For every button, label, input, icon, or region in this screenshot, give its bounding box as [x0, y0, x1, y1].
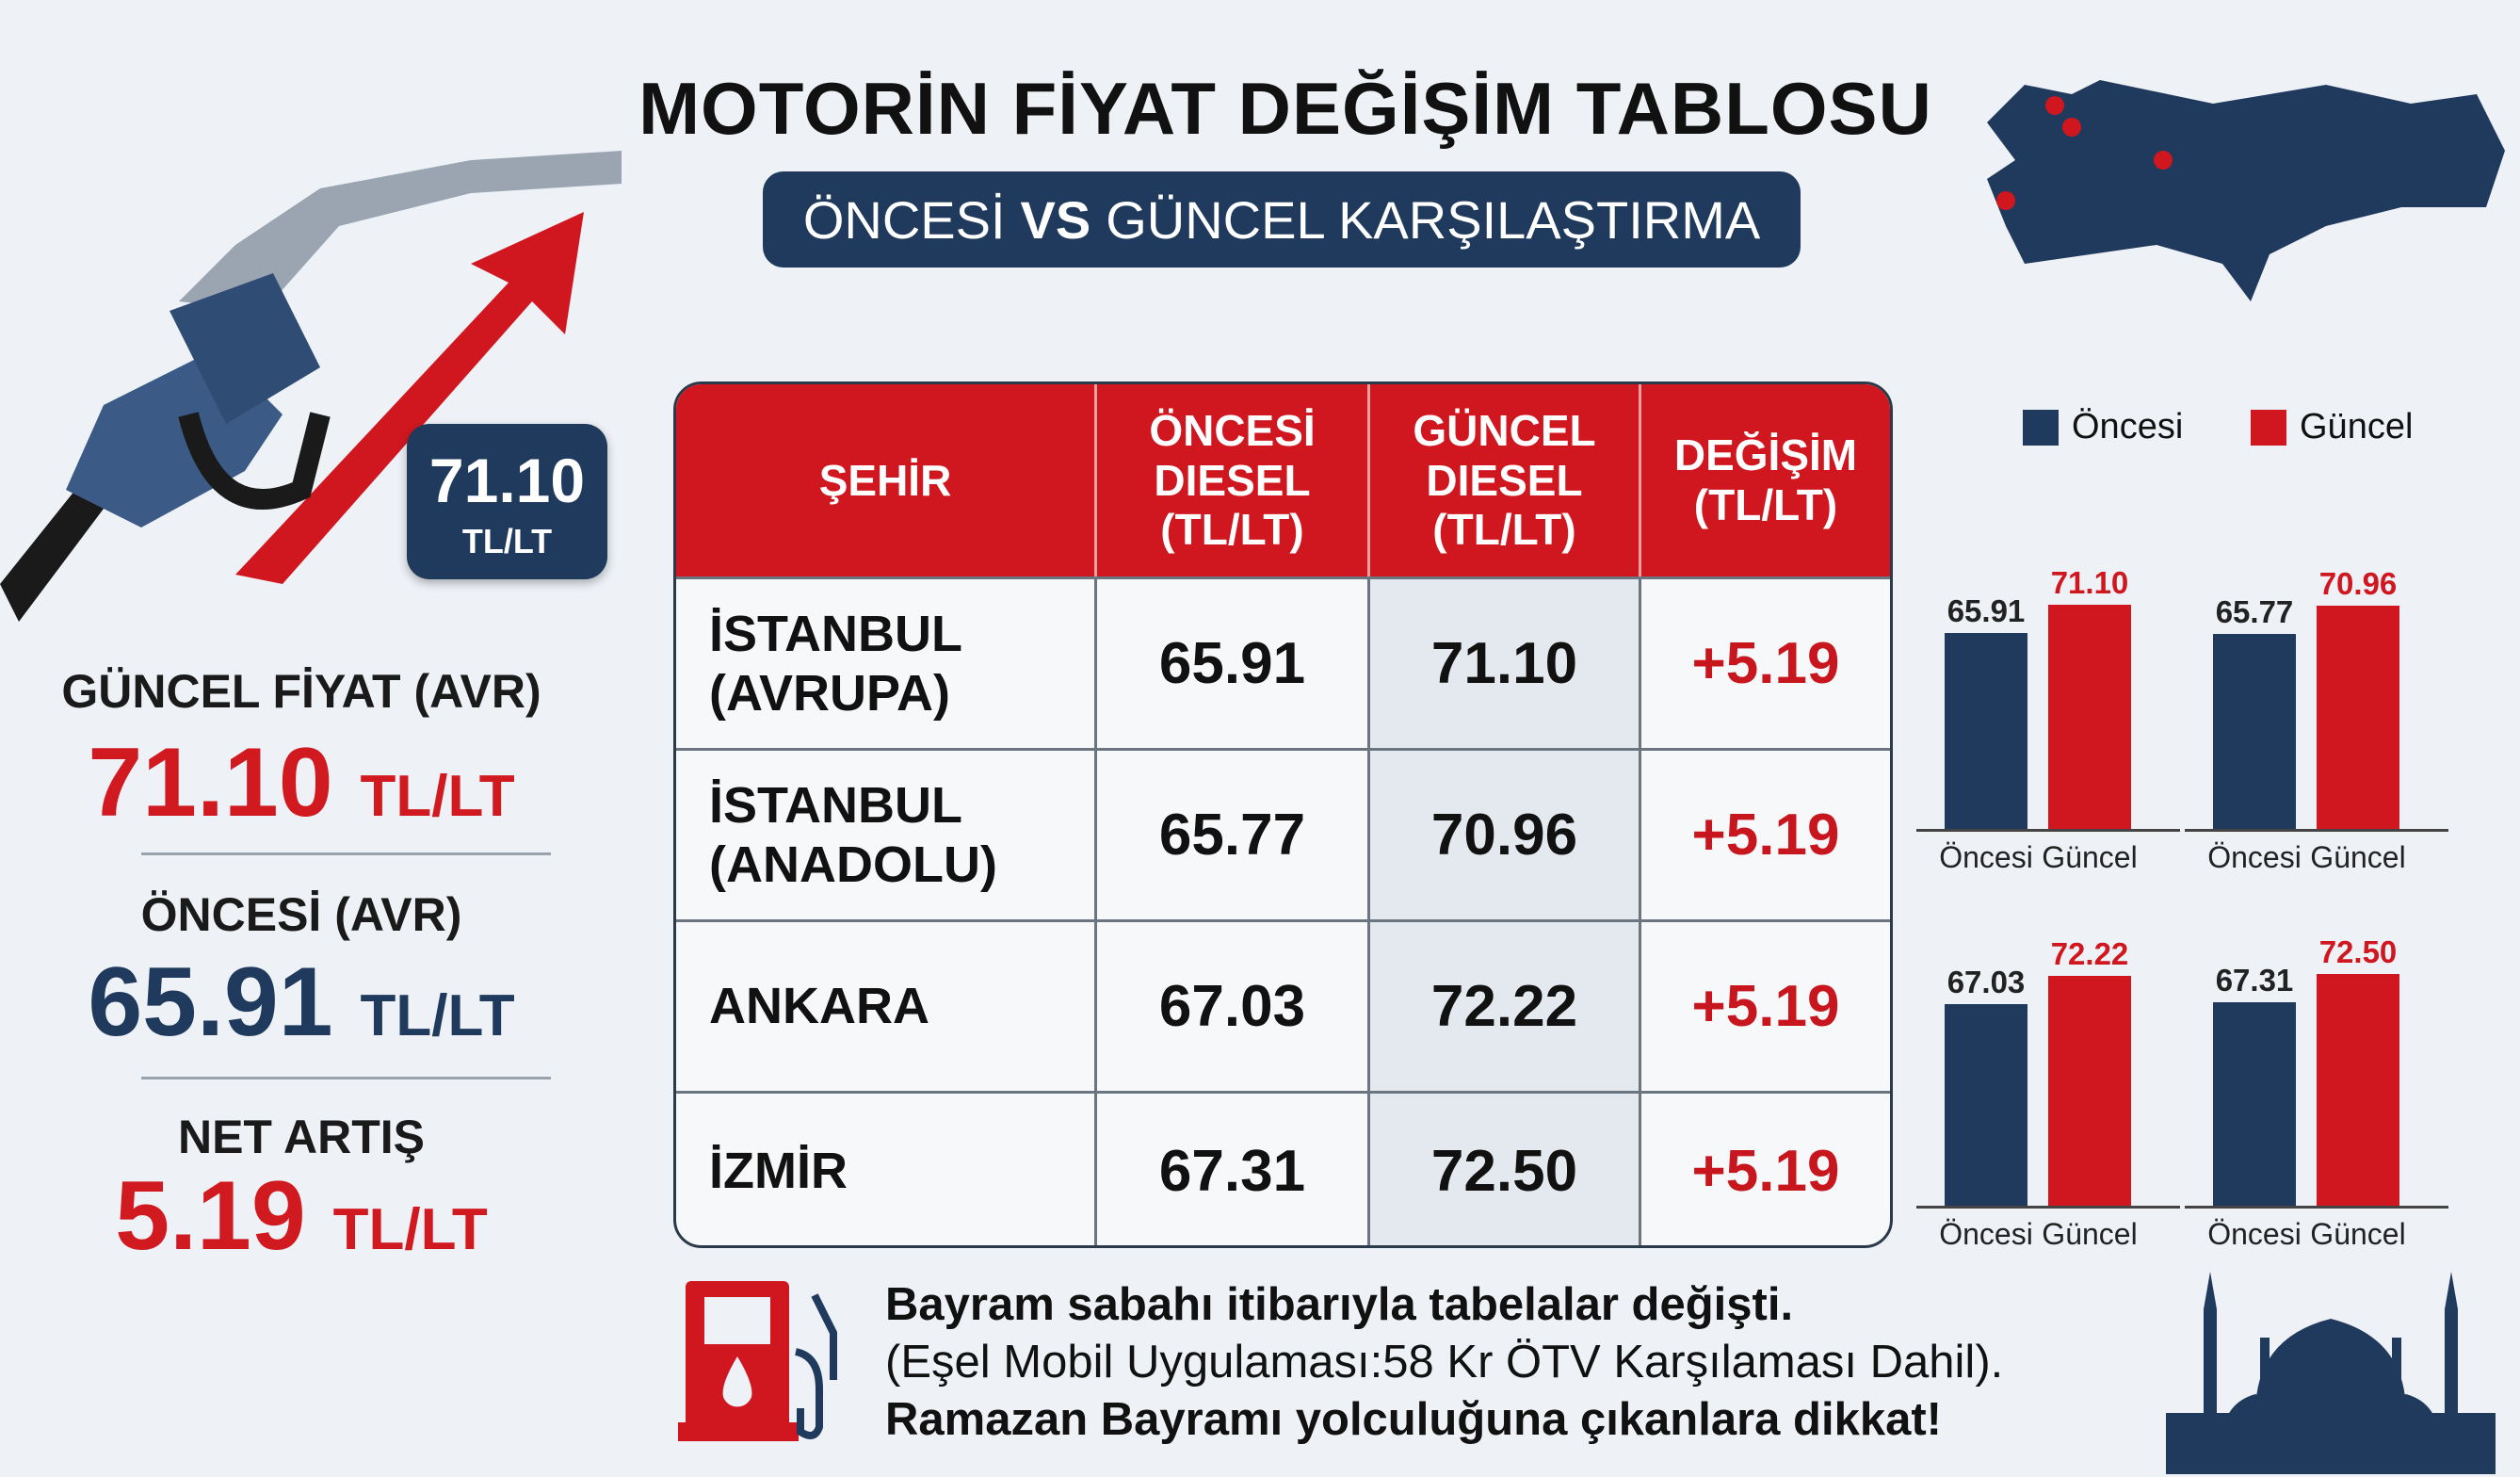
bar-value-label: 70.96	[2318, 566, 2398, 602]
x-tick-label: Öncesi	[2207, 1217, 2302, 1251]
cell-previous: 65.77	[1097, 751, 1370, 919]
cell-city: ANKARA	[676, 922, 1097, 1091]
bar-value-label: 67.31	[2215, 963, 2294, 998]
turkey-map-icon	[1987, 80, 2505, 301]
bar-value-label: 65.91	[1947, 593, 2026, 629]
page-title: MOTORİN FİYAT DEĞİŞİM TABLOSU	[638, 67, 1932, 150]
footer-note: Bayram sabahı itibarıyla tabelalar değiş…	[885, 1276, 2003, 1449]
cell-previous: 65.91	[1097, 579, 1370, 748]
bar-current	[2048, 975, 2131, 1206]
cell-current: 72.22	[1370, 922, 1641, 1091]
legend-label: Güncel	[2300, 407, 2414, 446]
cell-change: +5.19	[1691, 631, 1840, 696]
mosque-icon	[2166, 1272, 2496, 1474]
bar-previous	[2213, 1002, 2296, 1206]
current-price-label: GÜNCEL FİYAT (AVR)	[61, 665, 541, 718]
cell-previous: 67.03	[1097, 922, 1370, 1091]
current-price-badge: 71.10 TL/LT	[407, 424, 607, 579]
net-increase-number: 5.19	[115, 1161, 306, 1271]
previous-price-number: 65.91	[88, 948, 333, 1057]
chart-axis	[2185, 829, 2448, 832]
cell-city: İSTANBUL (AVRUPA)	[676, 579, 1097, 748]
x-tick-label: Öncesi	[2207, 840, 2302, 874]
bar-previous	[1945, 633, 2027, 829]
net-increase-unit: TL/LT	[332, 1197, 488, 1262]
divider	[141, 852, 551, 855]
cell-current: 70.96	[1370, 751, 1641, 919]
subtitle-right: GÜNCEL KARŞILAŞTIRMA	[1106, 189, 1761, 250]
fuel-nozzle-arrow-icon	[0, 151, 622, 622]
cell-current: 72.50	[1370, 1094, 1641, 1245]
footer-line-2: (Eşel Mobil Uygulaması:58 Kr ÖTV Karşıla…	[885, 1337, 2004, 1388]
header-previous: ÖNCESİ DIESEL (TL/LT)	[1097, 384, 1370, 576]
legend-item-current: Güncel	[2251, 407, 2413, 447]
cell-city: İZMİR	[676, 1094, 1097, 1245]
cell-current: 71.10	[1370, 579, 1641, 748]
previous-price-label: ÖNCESİ (AVR)	[140, 888, 462, 941]
bar-value-label: 65.77	[2215, 594, 2294, 630]
bar-value-label: 72.22	[2050, 935, 2129, 971]
header-change: DEĞİŞİM (TL/LT)	[1673, 430, 1858, 529]
bar-current	[2317, 974, 2399, 1206]
chart-axis	[1916, 1206, 2180, 1209]
bar-value-label: 71.10	[2050, 565, 2129, 601]
cell-city: İSTANBUL (ANADOLU)	[676, 751, 1097, 919]
subtitle-left: ÖNCESİ	[802, 189, 1006, 250]
current-price-value: 71.10 TL/LT	[57, 727, 546, 839]
subtitle-banner: ÖNCESİ VS GÜNCEL KARŞILAŞTIRMA	[763, 171, 1801, 268]
cell-change: +5.19	[1691, 803, 1840, 868]
subtitle-vs: VS	[1020, 189, 1091, 250]
x-tick-label: Öncesi	[1939, 840, 2033, 874]
bar-current	[2317, 606, 2399, 829]
cell-previous: 67.31	[1097, 1094, 1370, 1245]
header-current: GÜNCEL DIESEL (TL/LT)	[1370, 384, 1641, 576]
badge-value: 71.10	[428, 446, 586, 515]
x-tick-label: Güncel	[2310, 840, 2406, 874]
table-row: ANKARA 67.03 72.22 +5.19	[676, 922, 1890, 1094]
bar-previous	[1945, 1003, 2027, 1206]
price-table: ŞEHİR ÖNCESİ DIESEL (TL/LT) GÜNCEL DIESE…	[673, 381, 1893, 1248]
chart-axis	[2185, 1206, 2448, 1209]
bar-current	[2048, 605, 2131, 829]
badge-unit: TL/LT	[461, 522, 553, 560]
chart-axis	[1916, 829, 2180, 832]
net-increase-label: NET ARTIŞ	[177, 1111, 426, 1163]
x-tick-label: Güncel	[2042, 1217, 2138, 1251]
cell-change: +5.19	[1691, 1138, 1840, 1204]
previous-price-unit: TL/LT	[360, 983, 515, 1048]
x-tick-label: Güncel	[2310, 1217, 2406, 1251]
previous-price-value: 65.91 TL/LT	[57, 947, 546, 1059]
current-price-unit: TL/LT	[360, 764, 515, 829]
footer-line-3: Ramazan Bayramı yolculuğuna çıkanlara di…	[885, 1394, 1942, 1445]
current-price-number: 71.10	[88, 728, 333, 837]
x-tick-label: Güncel	[2042, 840, 2138, 874]
fuel-pump-icon	[678, 1281, 837, 1441]
legend-item-previous: Öncesi	[2023, 407, 2183, 447]
table-row: İZMİR 67.31 72.50 +5.19	[676, 1094, 1890, 1245]
bar-value-label: 72.50	[2318, 934, 2398, 970]
bar-previous	[2213, 634, 2296, 829]
table-row: İSTANBUL (ANADOLU) 65.77 70.96 +5.19	[676, 751, 1890, 922]
legend-swatch-navy	[2023, 409, 2059, 446]
table-header: ŞEHİR ÖNCESİ DIESEL (TL/LT) GÜNCEL DIESE…	[676, 384, 1890, 579]
net-increase-value: 5.19 TL/LT	[57, 1160, 546, 1273]
x-tick-label: Öncesi	[1939, 1217, 2033, 1251]
divider	[141, 1077, 551, 1079]
table-row: İSTANBUL (AVRUPA) 65.91 71.10 +5.19	[676, 579, 1890, 751]
cell-change: +5.19	[1691, 974, 1840, 1039]
bar-value-label: 67.03	[1947, 964, 2026, 999]
footer-line-1: Bayram sabahı itibarıyla tabelalar değiş…	[885, 1279, 1794, 1330]
legend-label: Öncesi	[2072, 407, 2184, 446]
legend-swatch-red	[2251, 409, 2286, 446]
header-city: ŞEHİR	[676, 384, 1097, 576]
